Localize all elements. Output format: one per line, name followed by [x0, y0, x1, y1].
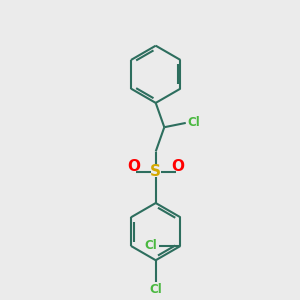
Text: Cl: Cl	[187, 116, 200, 129]
Text: O: O	[127, 159, 140, 174]
Text: Cl: Cl	[145, 239, 158, 252]
Text: O: O	[171, 159, 184, 174]
Text: S: S	[150, 164, 161, 179]
Text: Cl: Cl	[149, 283, 162, 296]
